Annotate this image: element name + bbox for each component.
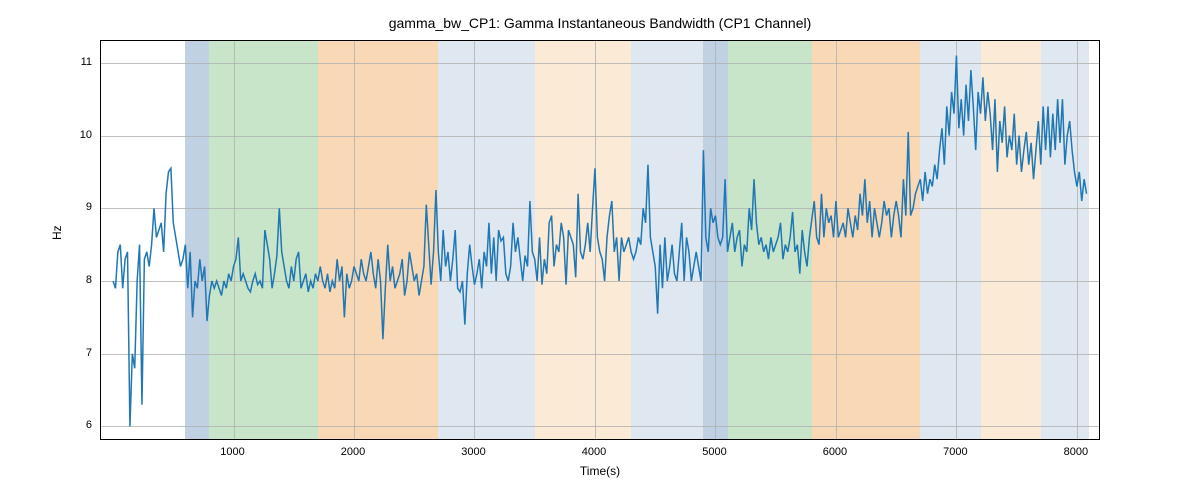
y-tick-label: 9 [62,201,92,213]
x-tick-label: 6000 [823,446,847,458]
y-tick-label: 10 [62,129,92,141]
y-tick-label: 11 [62,56,92,68]
x-axis-label: Time(s) [0,464,1200,478]
x-tick-label: 2000 [341,446,365,458]
x-tick-label: 3000 [461,446,485,458]
y-tick-label: 6 [62,419,92,431]
series-line [113,56,1086,427]
y-tick-label: 8 [62,274,92,286]
x-tick-label: 1000 [220,446,244,458]
y-axis-label: Hz [50,225,64,240]
x-tick-label: 4000 [582,446,606,458]
x-tick-label: 8000 [1064,446,1088,458]
plot-area [100,40,1100,440]
line-series [101,41,1100,440]
y-tick-label: 7 [62,347,92,359]
chart-container: 10002000300040005000600070008000 6789101… [100,40,1100,440]
x-tick-label: 5000 [702,446,726,458]
chart-title: gamma_bw_CP1: Gamma Instantaneous Bandwi… [0,15,1200,31]
x-tick-label: 7000 [943,446,967,458]
